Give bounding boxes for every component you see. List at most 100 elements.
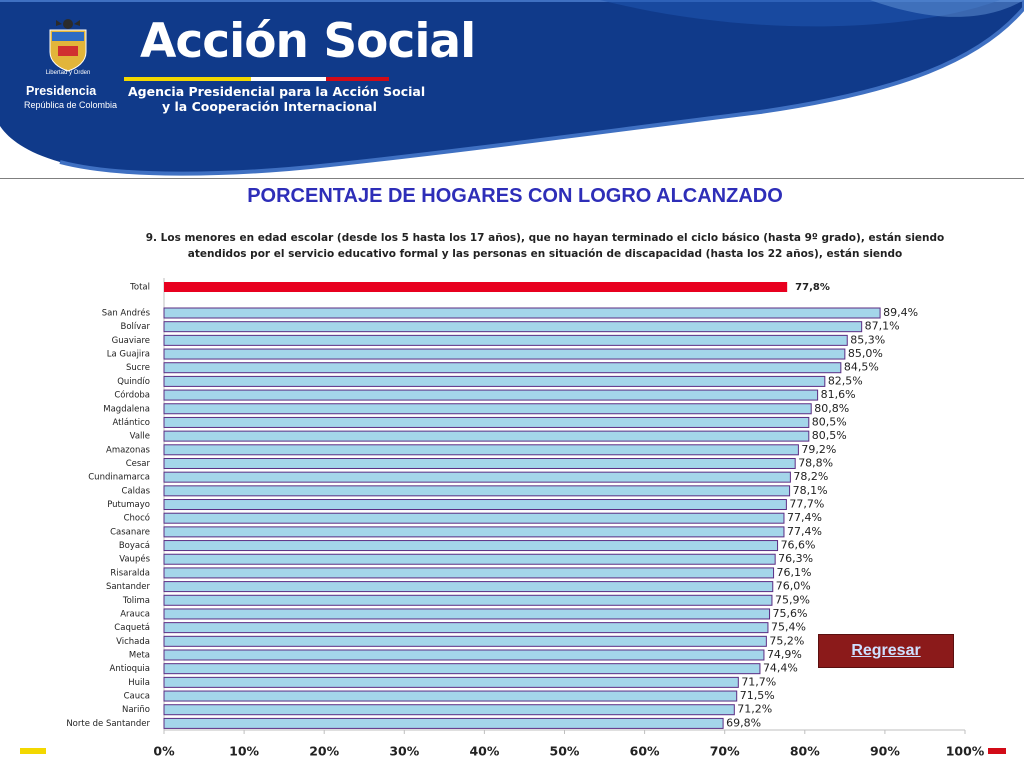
value-label: 76,6% (781, 539, 816, 552)
value-label: 82,5% (828, 374, 863, 387)
coat-caption: Libertad y Orden (45, 70, 91, 76)
category-label: Norte de Santander (66, 719, 150, 729)
value-label: 75,4% (771, 621, 806, 634)
value-label: 74,9% (767, 648, 802, 661)
x-tick-label: 100% (946, 744, 985, 759)
value-label: 80,5% (812, 415, 847, 428)
bar (163, 403, 812, 415)
value-label: 77,4% (787, 511, 822, 524)
bar (163, 471, 791, 483)
total-value-label: 77,8% (795, 282, 830, 293)
brand-logo-text: Acción Social (140, 14, 476, 69)
value-label: 78,8% (798, 456, 833, 469)
bar (163, 567, 775, 579)
category-label: Bolívar (121, 322, 151, 332)
x-tick-label: 90% (870, 744, 900, 759)
bar (163, 348, 846, 360)
bar (163, 540, 779, 552)
presidencia-label: Presidencia (26, 84, 97, 98)
bar (163, 553, 776, 565)
bar (163, 704, 735, 716)
value-label: 80,5% (812, 429, 847, 442)
bar (163, 717, 724, 729)
category-label: Casanare (110, 527, 150, 537)
category-label: Caldas (121, 486, 150, 496)
bar (163, 512, 785, 524)
bar (163, 321, 863, 333)
value-label: 75,6% (773, 607, 808, 620)
bar (163, 389, 819, 401)
value-label: 75,9% (775, 593, 810, 606)
category-label: Santander (106, 582, 151, 592)
bar (163, 362, 842, 374)
bar (163, 690, 738, 702)
category-label: Cauca (124, 692, 150, 702)
category-label: Valle (130, 432, 150, 442)
flag-red-marker (988, 748, 1006, 754)
yellow-stripe (124, 77, 251, 81)
bar (163, 526, 785, 538)
bar (163, 334, 848, 346)
x-tick-label: 40% (469, 744, 499, 759)
category-label: Amazonas (106, 445, 151, 455)
bar (163, 608, 771, 620)
category-label: La Guajira (107, 350, 150, 360)
category-label: Atlántico (112, 418, 150, 428)
bar (163, 663, 761, 675)
back-button-label[interactable]: Regresar (851, 642, 921, 659)
value-label: 76,3% (778, 552, 813, 565)
value-label: 81,6% (821, 388, 856, 401)
category-label: Vaupés (119, 554, 150, 565)
value-label: 78,2% (793, 470, 828, 483)
category-label: Nariño (122, 705, 150, 715)
x-tick-label: 70% (710, 744, 740, 759)
blue-stripe (251, 77, 326, 81)
category-label: Putumayo (107, 500, 150, 510)
back-button[interactable]: Regresar (818, 634, 954, 668)
value-label: 79,2% (801, 443, 836, 456)
value-label: 87,1% (865, 320, 900, 333)
category-label: Risaralda (110, 568, 150, 578)
category-label: Guaviare (112, 336, 150, 346)
category-label: Cesar (126, 459, 151, 469)
header-banner: Libertad y Orden Presidencia República d… (0, 0, 1024, 180)
header-background (0, 0, 1024, 176)
value-label: 84,5% (844, 361, 879, 374)
value-label: 85,0% (848, 347, 883, 360)
bar (163, 499, 787, 511)
category-label: Huila (128, 678, 150, 688)
bar (163, 307, 881, 319)
flag-yellow-marker (20, 748, 46, 754)
republica-label: República de Colombia (24, 100, 118, 110)
category-label: Vichada (116, 637, 150, 647)
bar (163, 676, 739, 688)
x-tick-label: 50% (550, 744, 580, 759)
category-label: Tolima (122, 596, 150, 606)
value-label: 74,4% (763, 662, 798, 675)
bar (163, 485, 791, 497)
brand-tagline-1: Agencia Presidencial para la Acción Soci… (128, 84, 426, 99)
page-title: PORCENTAJE DE HOGARES CON LOGRO ALCANZAD… (247, 185, 783, 207)
x-tick-label: 80% (790, 744, 820, 759)
category-label: Quindío (117, 377, 150, 387)
value-label: 77,4% (787, 525, 822, 538)
category-label: Meta (129, 651, 150, 661)
value-label: 71,5% (740, 689, 775, 702)
total-label: Total (129, 283, 150, 293)
category-label: San Andrés (102, 308, 151, 319)
category-label: Caquetá (114, 623, 150, 633)
bar (163, 649, 765, 661)
value-label: 78,1% (793, 484, 828, 497)
value-label: 69,8% (726, 716, 761, 729)
bar (163, 430, 810, 442)
brand-tagline-2: y la Cooperación Internacional (162, 99, 377, 114)
bar (163, 444, 799, 456)
coat-of-arms-icon (49, 19, 87, 72)
value-label: 76,0% (776, 580, 811, 593)
category-label: Córdoba (114, 390, 150, 401)
value-label: 89,4% (883, 306, 918, 319)
total-bar (164, 282, 788, 292)
category-label: Magdalena (103, 404, 150, 414)
bar (163, 594, 773, 606)
bar (163, 416, 810, 428)
